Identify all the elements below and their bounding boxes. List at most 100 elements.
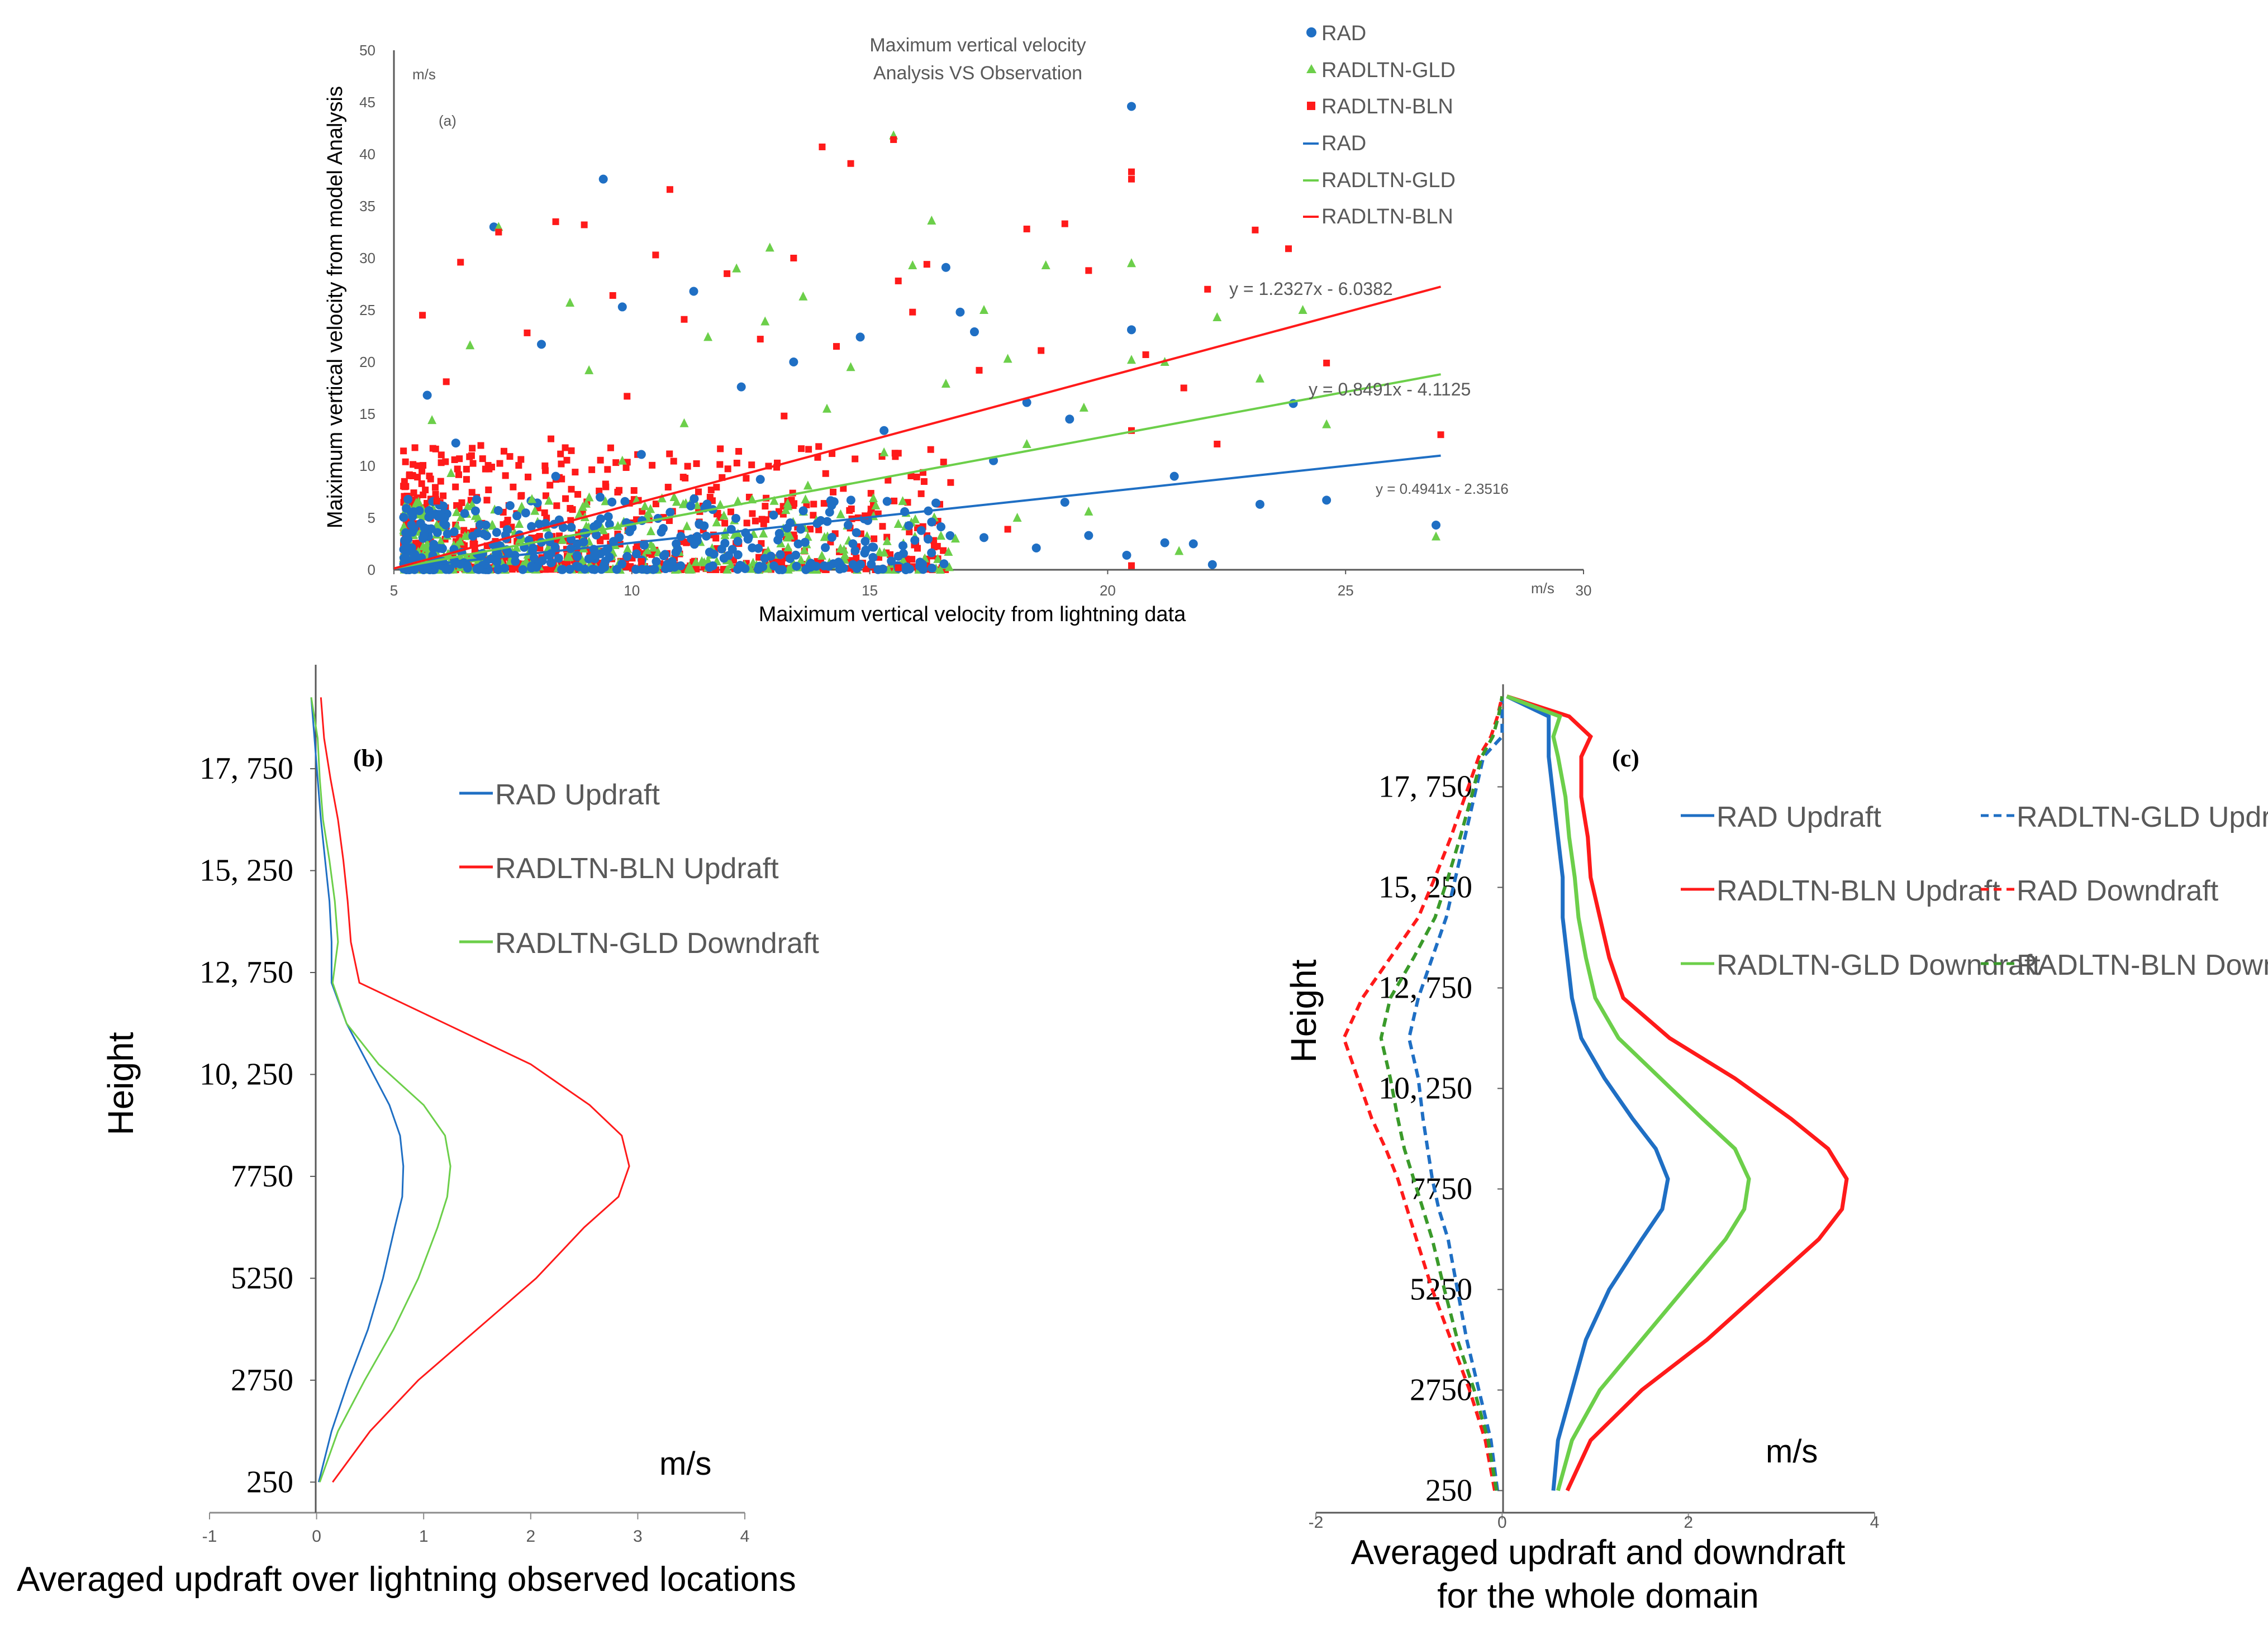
scatter-point-cloud	[875, 547, 885, 556]
scatter-point-cloud	[562, 495, 569, 502]
scatter-point-cloud	[733, 550, 743, 560]
scatter-point-cloud	[617, 559, 627, 569]
scatter-point-cloud	[572, 551, 582, 560]
scatter-point-cloud	[735, 447, 743, 455]
scatter-point-cloud	[867, 560, 876, 569]
x-tick-label: 4	[740, 1527, 750, 1546]
scatter-point-cloud	[783, 532, 792, 542]
scatter-point-cloud	[488, 521, 498, 530]
scatter-point-cloud	[452, 507, 462, 516]
scatter-point-cloud	[553, 502, 560, 509]
scatter-point	[446, 468, 456, 478]
scatter-point-cloud	[483, 497, 491, 504]
scatter-point-cloud	[719, 554, 729, 563]
scatter-point-cloud	[567, 522, 576, 532]
scatter-point-cloud	[822, 470, 829, 477]
scatter-point-cloud	[871, 535, 878, 542]
scatter-point	[774, 528, 784, 538]
x-tick-label: 2	[526, 1527, 535, 1546]
scatter-point-cloud	[400, 447, 407, 455]
series-line-radltn-bln-updraft	[320, 697, 630, 1483]
scatter-point	[524, 329, 531, 336]
panel-c-legend: RAD Updraft RADLTN-BLN Updraft RADLTN-GL…	[1681, 801, 2268, 981]
x-tick-label: 3	[633, 1527, 643, 1546]
x-tick-label: -2	[1309, 1513, 1324, 1532]
scatter-point-cloud	[592, 530, 601, 540]
panel-a-title-line1: Maximum vertical velocity	[869, 35, 1086, 56]
scatter-point-cloud	[649, 461, 656, 469]
scatter-point-cloud	[904, 521, 914, 530]
scatter-point-cloud	[660, 550, 670, 559]
scatter-point-cloud	[399, 513, 408, 522]
scatter-point-cloud	[679, 474, 687, 481]
y-tick-label: 25	[359, 302, 375, 318]
scatter-point-cloud	[824, 561, 834, 571]
scatter-point-cloud	[665, 508, 675, 517]
scatter-point-cloud	[733, 536, 743, 546]
scatter-point-cloud	[717, 445, 724, 452]
y-tick-label: 17, 750	[1378, 770, 1472, 804]
scatter-point-cloud	[596, 493, 605, 502]
y-tick-label: 17, 750	[199, 751, 293, 786]
scatter-point-cloud	[678, 499, 688, 508]
scatter-point	[536, 340, 546, 349]
scatter-point	[879, 426, 889, 435]
scatter-point-cloud	[769, 495, 779, 505]
scatter-point-cloud	[419, 468, 426, 475]
panel-c-title-line2: for the whole domain	[1437, 1577, 1759, 1615]
scatter-point-cloud	[477, 442, 484, 449]
panel-a-x-label: Maiximum vertical velocity from lightnin…	[759, 603, 1186, 626]
scatter-point-cloud	[690, 494, 699, 503]
scatter-point-cloud	[836, 509, 845, 518]
scatter-point	[757, 336, 764, 343]
scatter-point-cloud	[568, 447, 575, 454]
scatter-point-cloud	[927, 446, 934, 453]
x-tick-label: 2	[1684, 1513, 1693, 1532]
scatter-point-cloud	[456, 512, 465, 521]
scatter-point	[890, 136, 897, 143]
scatter-point-cloud	[882, 497, 892, 506]
legend-bln-marker	[1307, 102, 1315, 110]
scatter-point-cloud	[846, 507, 853, 514]
scatter-point-cloud	[846, 495, 855, 505]
scatter-point	[1061, 220, 1068, 227]
scatter-point-cloud	[707, 487, 715, 494]
scatter-point-cloud	[860, 537, 870, 546]
scatter-point-cloud	[589, 522, 599, 531]
scatter-point-cloud	[726, 559, 736, 569]
scatter-point-cloud	[852, 528, 861, 537]
scatter-point	[846, 362, 855, 371]
scatter-point	[1022, 439, 1031, 448]
scatter-point-cloud	[432, 528, 442, 537]
scatter-point-cloud	[721, 519, 729, 527]
scatter-point	[1432, 521, 1441, 530]
scatter-point-cloud	[403, 494, 413, 504]
legend-gld-line-label: RADLTN-GLD	[1321, 169, 1456, 192]
scatter-point	[1065, 414, 1074, 424]
scatter-point-cloud	[512, 542, 521, 552]
scatter-point	[895, 277, 902, 284]
scatter-point	[1323, 359, 1330, 366]
scatter-point-cloud	[574, 490, 582, 498]
scatter-point-cloud	[693, 565, 700, 573]
scatter-point	[1204, 285, 1211, 293]
scatter-point	[1175, 546, 1184, 555]
scatter-point-cloud	[455, 471, 462, 478]
scatter-point-cloud	[748, 543, 757, 552]
scatter-point-cloud	[607, 497, 617, 507]
series-line-radltn-gld-updraft	[1407, 696, 1504, 1491]
scatter-point-cloud	[800, 537, 810, 547]
scatter-point-cloud	[525, 473, 532, 480]
scatter-point-cloud	[652, 557, 661, 566]
scatter-point-cloud	[470, 506, 480, 516]
scatter-point-cloud	[468, 499, 477, 509]
scatter-point-cloud	[923, 535, 933, 544]
scatter-point-cloud	[901, 565, 911, 574]
scatter-point-cloud	[891, 450, 898, 457]
scatter-point	[1255, 499, 1264, 509]
panel-a-x-unit: m/s	[1531, 580, 1554, 597]
panel-b-label: (b)	[353, 745, 383, 772]
scatter-point-cloud	[414, 474, 421, 481]
scatter-point-cloud	[441, 521, 450, 530]
